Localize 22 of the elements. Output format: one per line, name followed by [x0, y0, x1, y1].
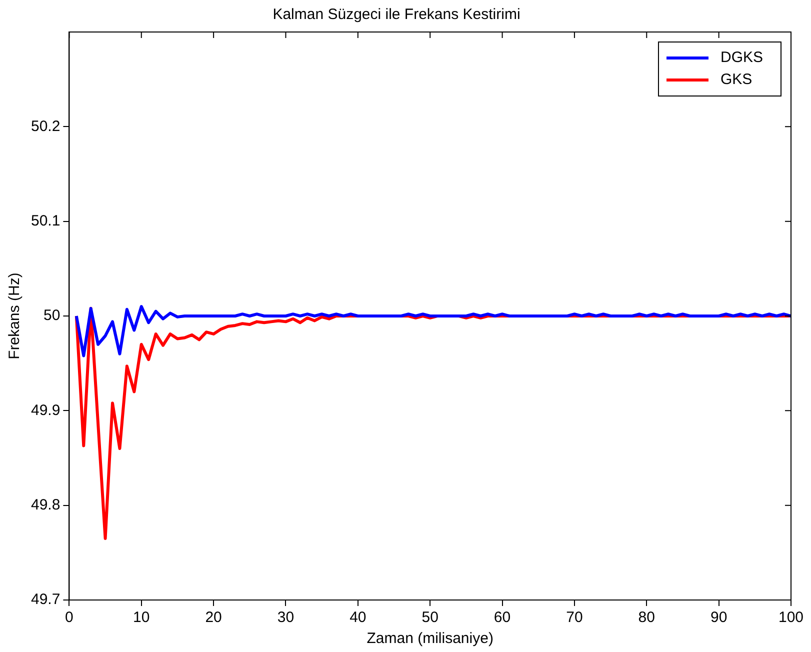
- y-tick-label: 50: [44, 307, 60, 324]
- chart-title: Kalman Süzgeci ile Frekans Kestirimi: [272, 6, 520, 24]
- y-tick-label: 49.7: [30, 591, 60, 608]
- y-tick-label: 50.1: [30, 212, 60, 230]
- x-tick-label: 20: [205, 609, 222, 626]
- x-tick-label: 90: [710, 609, 728, 626]
- x-tick-label: 30: [277, 609, 294, 626]
- x-tick-label: 60: [494, 609, 511, 626]
- x-tick-label: 40: [350, 609, 366, 626]
- x-axis-title: Zaman (milisaniye): [366, 630, 494, 648]
- y-tick-label: 49.8: [30, 496, 60, 514]
- y-tick-label: 50.2: [30, 118, 60, 135]
- x-tick-label: 70: [566, 609, 583, 626]
- x-tick-label: 80: [638, 609, 655, 626]
- x-tick-label: 10: [133, 609, 150, 626]
- x-tick-label: 0: [65, 609, 74, 626]
- legend-label: GKS: [720, 71, 752, 88]
- legend-label: DGKS: [720, 49, 764, 66]
- x-tick-label: 50: [422, 609, 438, 626]
- x-tick-label: 100: [778, 609, 804, 626]
- y-tick-label: 49.9: [30, 402, 60, 419]
- y-axis-title: Frekans (Hz): [6, 272, 24, 360]
